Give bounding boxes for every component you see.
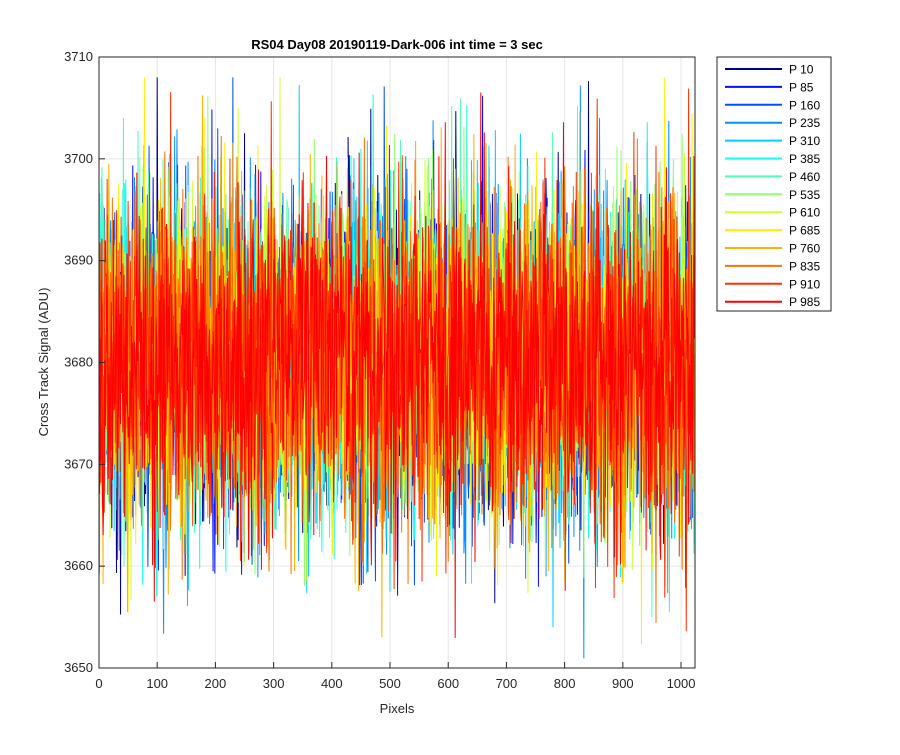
x-tick-label: 900 [612, 676, 634, 691]
y-axis-label: Cross Track Signal (ADU) [36, 288, 51, 437]
legend-entry: P 760 [789, 242, 820, 256]
legend-entry: P 535 [789, 188, 820, 202]
y-tick-label: 3700 [64, 151, 93, 166]
x-tick-label: 600 [437, 676, 459, 691]
legend-entry: P 385 [789, 152, 820, 166]
x-tick-label: 0 [95, 676, 102, 691]
x-axis-ticks: 0 100 200 300 400 500 600 700 800 900 1000 [95, 662, 695, 691]
legend-entry: P 310 [789, 134, 820, 148]
y-tick-label: 3670 [64, 456, 93, 471]
y-tick-label: 3680 [64, 355, 93, 370]
x-tick-label: 700 [496, 676, 518, 691]
legend-box [716, 56, 832, 312]
legend-entry: P 685 [789, 224, 820, 238]
series-lines [98, 77, 695, 659]
legend-entry: P 985 [789, 295, 820, 309]
y-tick-label: 3650 [64, 660, 93, 675]
legend-entry: P 160 [789, 98, 820, 112]
y-axis-ticks: 3650 3660 3670 3680 3690 3700 3710 [64, 49, 105, 675]
y-tick-label: 3690 [64, 253, 93, 268]
legend-entry: P 910 [789, 277, 820, 291]
legend-entry: P 610 [789, 206, 820, 220]
x-tick-label: 100 [146, 676, 168, 691]
legend-entry: P 460 [789, 170, 820, 184]
x-tick-label: 200 [205, 676, 227, 691]
x-tick-label: 800 [554, 676, 576, 691]
chart-title: RS04 Day08 20190119-Dark-006 int time = … [251, 37, 543, 52]
x-tick-label: 1000 [667, 676, 696, 691]
legend-entry: P 85 [789, 80, 814, 94]
legend-entry: P 835 [789, 259, 820, 273]
x-tick-label: 300 [263, 676, 285, 691]
x-axis-label: Pixels [380, 701, 415, 716]
x-tick-label: 400 [321, 676, 343, 691]
x-tick-label: 500 [379, 676, 401, 691]
y-tick-label: 3660 [64, 558, 93, 573]
legend-entry: P 235 [789, 116, 820, 130]
y-tick-label: 3710 [64, 49, 93, 64]
legend-entry: P 10 [789, 63, 814, 77]
series-line [98, 92, 695, 638]
legend: P 10 P 85 P 160 P 235 P 310 P 385 P 460 P 535 P … [716, 56, 832, 312]
